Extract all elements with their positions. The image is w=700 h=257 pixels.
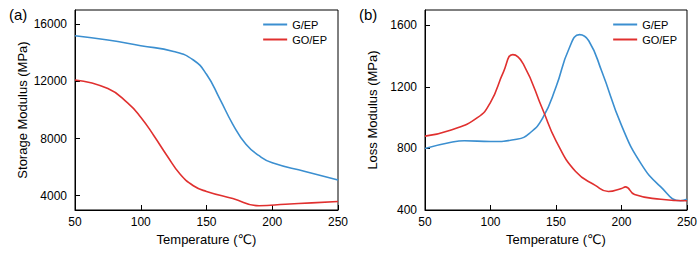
svg-text:Temperature (℃): Temperature (℃) xyxy=(157,232,257,247)
svg-text:400: 400 xyxy=(397,203,417,217)
svg-text:(a): (a) xyxy=(9,6,27,23)
svg-text:4000: 4000 xyxy=(40,189,67,203)
svg-text:8000: 8000 xyxy=(40,132,67,146)
svg-text:200: 200 xyxy=(262,215,282,229)
svg-text:16000: 16000 xyxy=(34,17,68,31)
svg-text:100: 100 xyxy=(480,215,500,229)
svg-text:G/EP: G/EP xyxy=(642,19,668,31)
svg-text:GO/EP: GO/EP xyxy=(292,34,327,46)
svg-text:1200: 1200 xyxy=(390,80,417,94)
svg-text:50: 50 xyxy=(418,215,432,229)
svg-text:150: 150 xyxy=(546,215,566,229)
svg-text:Temperature (℃): Temperature (℃) xyxy=(506,232,606,247)
svg-text:250: 250 xyxy=(677,215,697,229)
svg-text:200: 200 xyxy=(611,215,631,229)
svg-text:800: 800 xyxy=(397,141,417,155)
svg-text:150: 150 xyxy=(196,215,216,229)
svg-text:250: 250 xyxy=(328,215,348,229)
svg-text:GO/EP: GO/EP xyxy=(642,34,677,46)
svg-text:50: 50 xyxy=(68,215,82,229)
svg-text:1600: 1600 xyxy=(390,18,417,32)
svg-text:100: 100 xyxy=(131,215,151,229)
svg-text:Storage Modulus (MPa): Storage Modulus (MPa) xyxy=(15,41,30,178)
svg-text:Loss Modulus (MPa): Loss Modulus (MPa) xyxy=(365,50,380,169)
svg-text:12000: 12000 xyxy=(34,74,68,88)
svg-text:(b): (b) xyxy=(359,6,377,23)
svg-text:G/EP: G/EP xyxy=(292,19,318,31)
